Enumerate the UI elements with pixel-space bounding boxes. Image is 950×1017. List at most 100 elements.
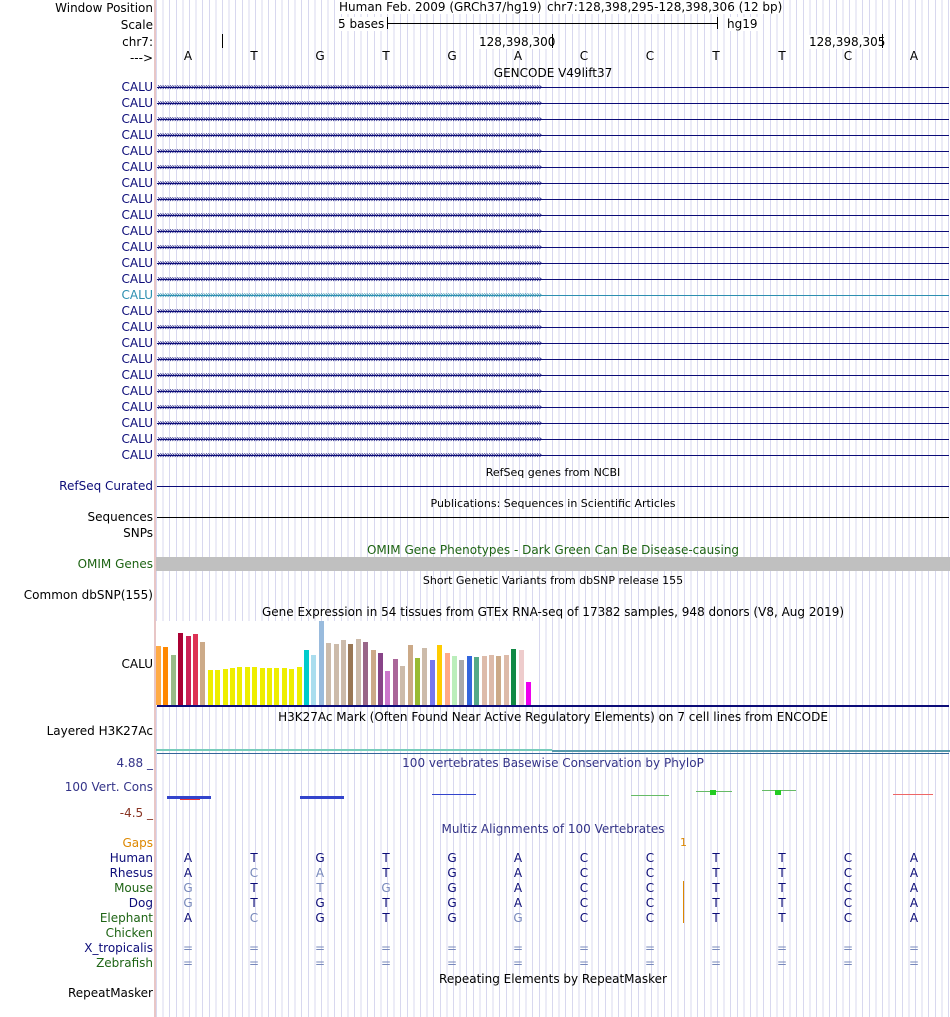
gtex-tissue-bar[interactable] [481,656,487,705]
gtex-tissue-bar[interactable] [289,669,295,705]
gtex-tissue-bar[interactable] [267,668,272,705]
refseq-gene-line[interactable] [157,486,949,487]
gtex-tissue-bar[interactable] [222,669,228,705]
gtex-tissue-bar[interactable] [333,644,339,705]
multiz-species-label[interactable]: Chicken [105,926,153,940]
gtex-tissue-bar[interactable] [178,633,184,705]
gtex-tissue-bar[interactable] [200,642,206,705]
gencode-gene-label[interactable]: CALU [121,416,153,430]
gencode-gene-label[interactable]: CALU [121,176,153,190]
gencode-gene-label[interactable]: CALU [121,384,153,398]
gtex-tissue-bar[interactable] [215,670,221,705]
gtex-tissue-bar[interactable] [518,650,524,705]
gtex-tissue-bar[interactable] [244,667,250,705]
sequences-line[interactable] [157,517,949,518]
gencode-transcript-line[interactable] [157,151,949,152]
gencode-gene-label[interactable]: CALU [121,352,153,366]
gtex-tissue-bar[interactable] [274,668,280,705]
gtex-tissue-bar[interactable] [156,646,161,705]
gtex-tissue-bar[interactable] [259,668,265,705]
refseq-label[interactable]: RefSeq Curated [59,479,153,493]
multiz-species-label[interactable]: Rhesus [109,866,153,880]
repeatmasker-label[interactable]: RepeatMasker [67,986,153,1000]
gencode-gene-label[interactable]: CALU [121,256,153,270]
gencode-transcript-line[interactable] [157,295,949,296]
gtex-tissue-bar[interactable] [444,653,450,705]
gtex-tissue-bar[interactable] [526,682,531,705]
gtex-tissue-bar[interactable] [193,634,198,705]
gencode-gene-label[interactable]: CALU [121,368,153,382]
gencode-gene-label[interactable]: CALU [121,128,153,142]
gencode-gene-label[interactable]: CALU [121,160,153,174]
gtex-tissue-bar[interactable] [415,658,420,705]
h3k27ac-signal[interactable] [552,750,950,752]
gencode-transcript-line[interactable] [157,455,949,456]
gtex-tissue-bar[interactable] [230,668,235,705]
gtex-tissue-bar[interactable] [318,621,324,705]
gtex-tissue-bar[interactable] [489,655,494,705]
gencode-transcript-line[interactable] [157,119,949,120]
gtex-tissue-bar[interactable] [378,653,383,705]
gencode-transcript-line[interactable] [157,215,949,216]
gencode-transcript-line[interactable] [157,439,949,440]
gencode-gene-label[interactable]: CALU [121,272,153,286]
gencode-gene-label[interactable]: CALU [121,240,153,254]
gtex-tissue-bar[interactable] [407,645,413,705]
gencode-gene-label[interactable]: CALU [121,224,153,238]
gtex-tissue-bar[interactable] [385,671,391,705]
gtex-tissue-bar[interactable] [304,650,309,705]
gencode-gene-label[interactable]: CALU [121,288,153,302]
gtex-tissue-bar[interactable] [496,656,502,705]
omim-gene-bar[interactable] [156,557,950,571]
multiz-species-label[interactable]: Dog [128,896,153,910]
gencode-gene-label[interactable]: CALU [121,320,153,334]
gencode-gene-label[interactable]: CALU [121,400,153,414]
gencode-gene-label[interactable]: CALU [121,208,153,222]
h3k27ac-label[interactable]: Layered H3K27Ac [46,724,153,738]
gencode-gene-label[interactable]: CALU [121,432,153,446]
gtex-tissue-bar[interactable] [503,655,509,705]
gencode-transcript-line[interactable] [157,311,949,312]
gtex-tissue-bar[interactable] [437,645,443,705]
gencode-transcript-line[interactable] [157,167,949,168]
phylop-label[interactable]: 100 Vert. Cons [64,780,153,794]
gencode-gene-label[interactable]: CALU [121,96,153,110]
gencode-transcript-line[interactable] [157,343,949,344]
gtex-tissue-bar[interactable] [163,647,169,705]
gtex-tissue-bar[interactable] [207,670,213,705]
sequences-label[interactable]: Sequences [87,510,153,524]
gencode-gene-label[interactable]: CALU [121,192,153,206]
gtex-label[interactable]: CALU [121,657,153,671]
gencode-gene-label[interactable]: CALU [121,304,153,318]
gtex-tissue-bar[interactable] [281,668,287,705]
gencode-transcript-line[interactable] [157,375,949,376]
gtex-tissue-bar[interactable] [311,655,317,705]
gencode-transcript-line[interactable] [157,247,949,248]
gtex-tissue-bar[interactable] [392,659,398,705]
gencode-transcript-line[interactable] [157,103,949,104]
gencode-transcript-line[interactable] [157,183,949,184]
gencode-gene-label[interactable]: CALU [121,448,153,462]
multiz-species-label[interactable]: Human [109,851,153,865]
gencode-transcript-line[interactable] [157,391,949,392]
gtex-tissue-bar[interactable] [341,640,346,705]
gtex-tissue-bar[interactable] [511,649,517,705]
gencode-transcript-line[interactable] [157,407,949,408]
gtex-tissue-bar[interactable] [452,656,457,705]
gtex-tissue-bar[interactable] [459,660,465,705]
multiz-species-label[interactable]: Elephant [99,911,153,925]
gtex-tissue-bar[interactable] [429,660,435,705]
gtex-tissue-bar[interactable] [170,655,176,705]
gtex-tissue-bar[interactable] [466,656,472,705]
multiz-species-label[interactable]: X_tropicalis [84,941,153,955]
multiz-species-label[interactable]: Mouse [114,881,153,895]
h3k27ac-signal[interactable] [156,749,552,751]
gencode-gene-label[interactable]: CALU [121,144,153,158]
gtex-tissue-bar[interactable] [296,667,302,705]
dbsnp-label[interactable]: Common dbSNP(155) [23,588,153,602]
gtex-tissue-bar[interactable] [370,650,376,705]
gtex-tissue-bar[interactable] [355,639,361,705]
gtex-tissue-bar[interactable] [363,642,369,705]
gencode-transcript-line[interactable] [157,327,949,328]
gtex-tissue-bar[interactable] [422,648,428,705]
